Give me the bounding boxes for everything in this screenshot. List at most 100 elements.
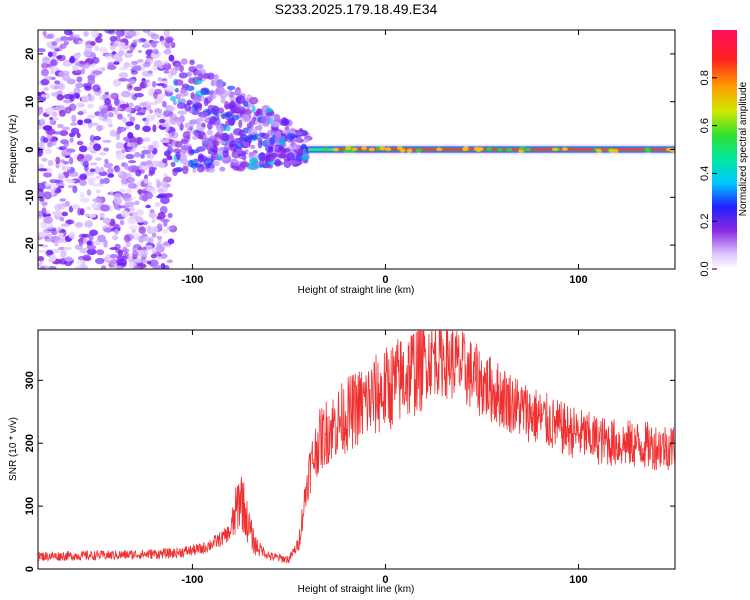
heatmap-cell — [168, 54, 175, 62]
heatmap-cell — [51, 111, 58, 118]
heatmap-cell — [41, 207, 47, 215]
heatmap-cell — [148, 259, 159, 267]
heatmap-cell — [182, 166, 189, 175]
heatmap-cell — [166, 259, 173, 264]
heatmap-cell — [142, 125, 151, 133]
heatmap-cell — [120, 90, 131, 98]
heatmap-cell — [180, 97, 186, 104]
heatmap-cell — [76, 102, 83, 108]
heatmap-cell — [134, 151, 141, 158]
heatmap-cell — [169, 117, 178, 125]
heatmap-cell — [125, 200, 131, 205]
heatmap-cell — [61, 211, 69, 217]
heatmap-cell — [129, 196, 136, 200]
heatmap-cell — [103, 177, 110, 184]
snr-frame — [37, 329, 676, 570]
heatmap-cell — [62, 61, 72, 67]
y-tick-label: 100 — [24, 497, 36, 515]
heatmap-cell — [66, 78, 76, 85]
heatmap-cell — [41, 57, 50, 64]
heatmap-cell — [148, 236, 154, 244]
heatmap-cell — [197, 164, 205, 173]
heatmap-cell — [214, 120, 221, 126]
heatmap-cell — [201, 111, 209, 119]
heatmap-cell — [361, 146, 368, 151]
heatmap-cell — [151, 80, 157, 88]
heatmap-cell — [125, 125, 130, 130]
heatmap-cell — [162, 100, 167, 108]
heatmap-cell — [322, 146, 329, 151]
heatmap-cell — [192, 168, 197, 174]
heatmap-cell — [282, 118, 290, 125]
heatmap-cell — [64, 151, 72, 155]
heatmap-cell — [224, 112, 233, 118]
heatmap-cell — [56, 123, 64, 129]
heatmap-cell — [207, 121, 213, 130]
heatmap-cell — [156, 83, 166, 87]
heatmap-cell — [121, 162, 129, 168]
heatmap-cell — [163, 60, 169, 66]
heatmap-cell — [174, 62, 181, 71]
heatmap-cell — [190, 163, 198, 169]
heatmap-cell — [301, 131, 308, 136]
heatmap-cell — [87, 103, 94, 109]
heatmap-cell — [40, 68, 49, 77]
heatmap-cell — [135, 218, 146, 223]
heatmap-cell — [303, 138, 310, 143]
heatmap-cell — [38, 262, 42, 268]
heatmap-cell — [231, 114, 240, 121]
heatmap-cell — [227, 85, 236, 91]
heatmap-cell — [68, 57, 76, 64]
spectrogram-x-label: Height of straight line (km) — [298, 285, 415, 296]
heatmap-cell — [91, 30, 100, 38]
heatmap-cell — [158, 118, 166, 124]
heatmap-cell — [60, 159, 65, 164]
heatmap-cell — [127, 160, 137, 164]
heatmap-cell — [201, 122, 206, 128]
heatmap-cell — [89, 162, 98, 166]
heatmap-cell — [142, 259, 149, 264]
heatmap-cell — [135, 137, 141, 144]
spectrogram-image — [38, 30, 675, 269]
heatmap-cell — [47, 51, 53, 58]
heatmap-cell — [87, 74, 96, 81]
heatmap-cell — [160, 218, 170, 223]
heatmap-cell — [224, 120, 230, 127]
heatmap-cell — [103, 239, 108, 248]
heatmap-cell — [89, 122, 99, 126]
heatmap-cell — [143, 42, 149, 48]
heatmap-cell — [151, 217, 156, 224]
heatmap-cell — [154, 201, 161, 207]
heatmap-cell — [184, 103, 192, 112]
heatmap-cell — [125, 176, 135, 184]
heatmap-cell — [92, 57, 100, 64]
heatmap-cell — [133, 233, 140, 241]
heatmap-cell — [126, 186, 133, 195]
heatmap-cell — [86, 248, 97, 256]
heatmap-cell — [89, 168, 96, 173]
heatmap-cell — [114, 108, 119, 115]
heatmap-cell — [115, 30, 125, 37]
heatmap-cell — [266, 150, 271, 160]
heatmap-cell — [116, 126, 122, 135]
heatmap-cell — [58, 109, 66, 117]
heatmap-cell — [137, 49, 142, 54]
heatmap-cell — [125, 106, 132, 113]
heatmap-cell — [178, 72, 188, 79]
heatmap-cell — [462, 146, 469, 151]
heatmap-cell — [38, 147, 43, 155]
heatmap-cell — [246, 122, 252, 129]
heatmap-cell — [269, 136, 275, 145]
heatmap-cell — [64, 165, 71, 170]
snr-x-axis: -100 0 100 — [181, 330, 588, 586]
heatmap-cell — [50, 188, 55, 196]
heatmap-cell — [59, 216, 65, 222]
heatmap-cell — [71, 204, 80, 210]
colorbar-tick-label: 0.6 — [699, 118, 711, 133]
heatmap-cell — [117, 113, 123, 120]
heatmap-cell — [235, 95, 246, 105]
heatmap-cell — [67, 219, 72, 225]
heatmap-cell — [170, 67, 178, 76]
heatmap-cell — [142, 30, 151, 34]
